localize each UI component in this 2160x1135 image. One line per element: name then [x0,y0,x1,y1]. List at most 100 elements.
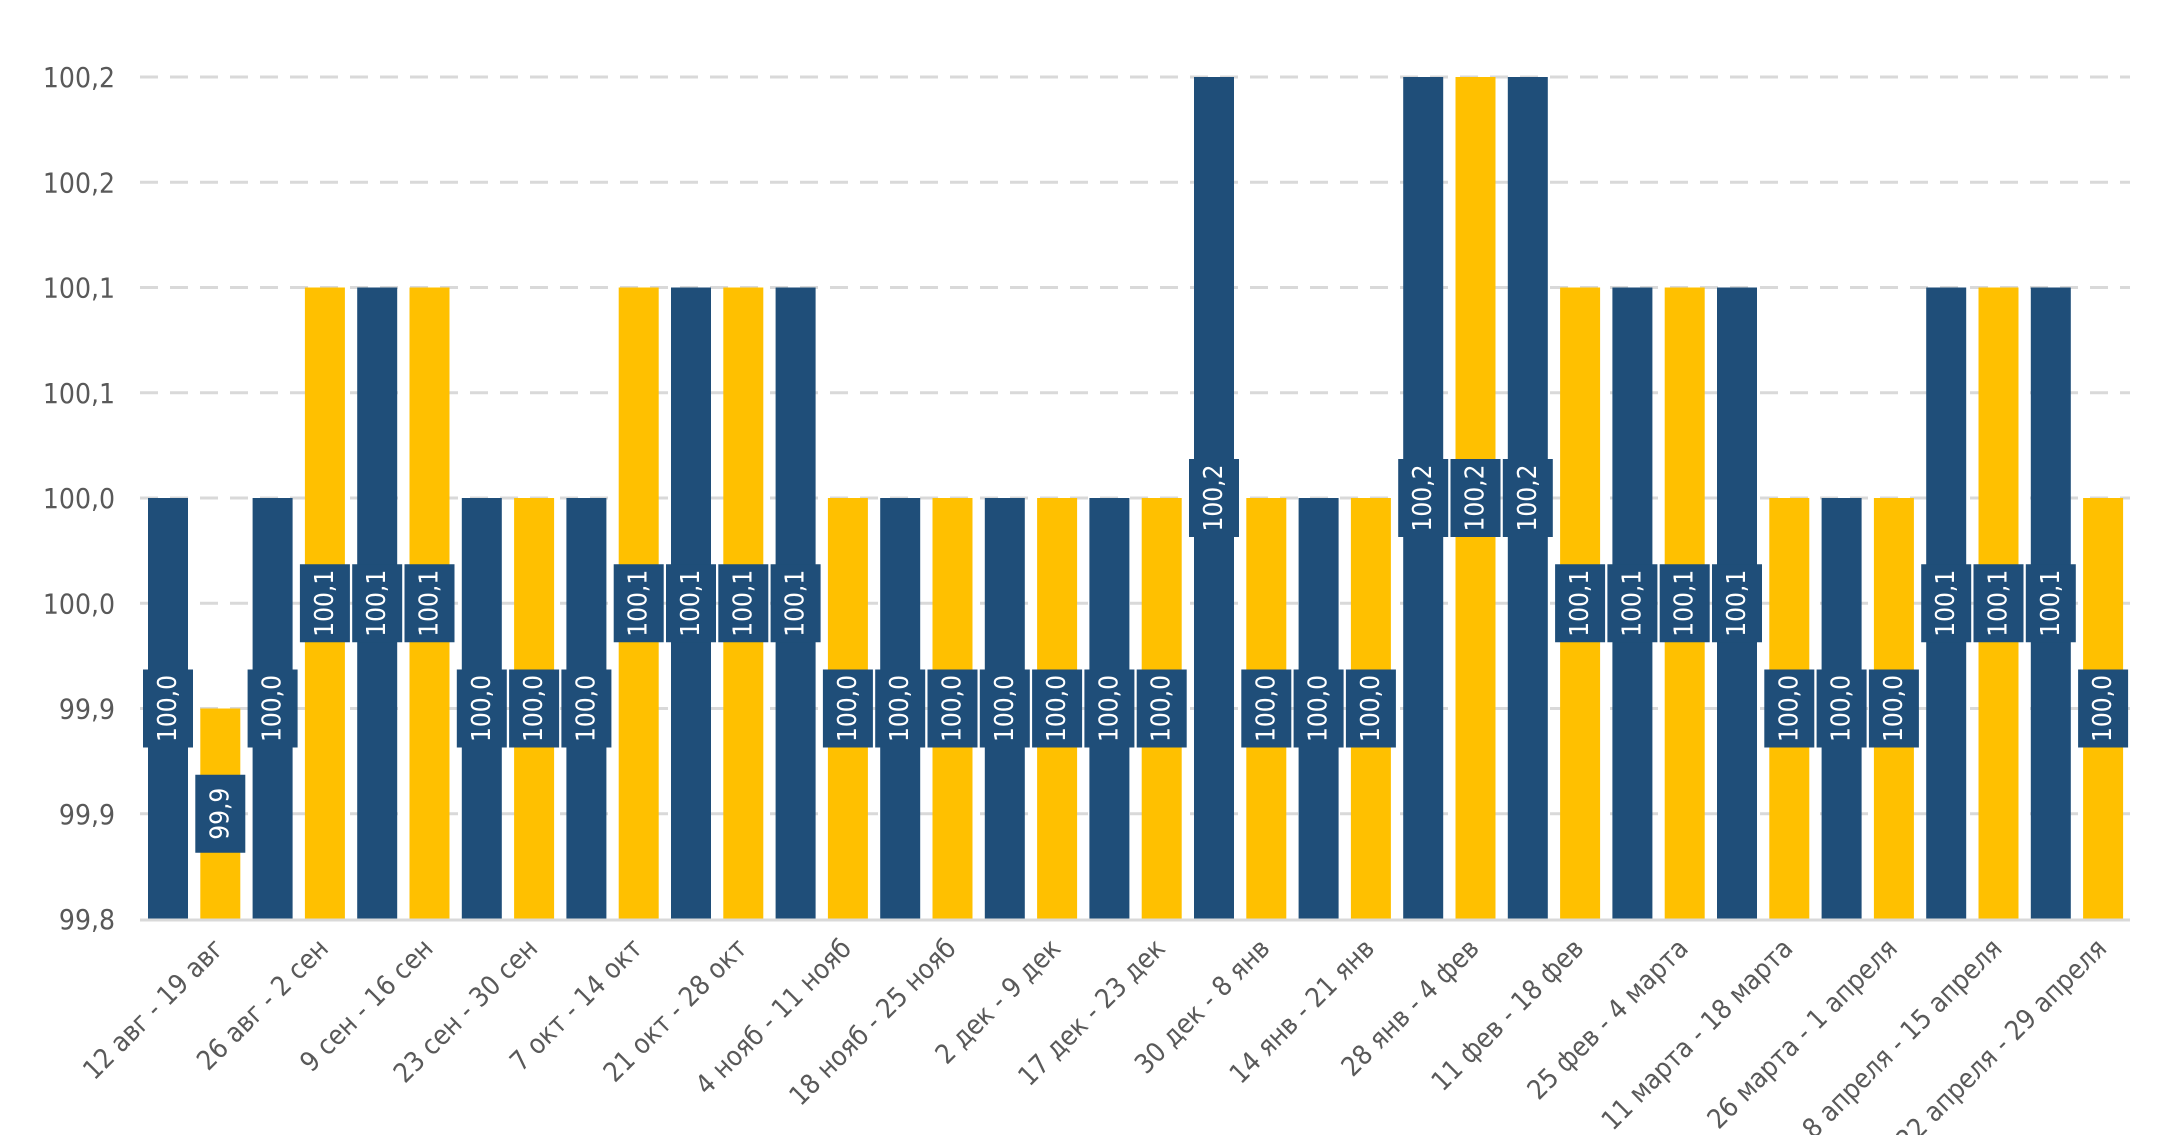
data-label-text: 100,1 [1984,570,2014,637]
y-tick-label: 100,0 [43,482,115,515]
x-tick-label: 8 апреля - 15 апреля [1797,933,2009,1135]
data-label: 100,1 [1659,564,1710,643]
data-label-text: 100,0 [1879,675,1909,742]
data-label-box [1084,669,1135,748]
data-label: 100,2 [1450,459,1501,537]
data-label-box [195,774,246,853]
data-label-box [352,564,403,643]
y-tick-label: 100,2 [43,61,115,94]
data-label-box [1398,459,1449,537]
data-label-text: 100,0 [1774,675,1804,742]
data-label-text: 100,0 [519,675,549,742]
data-label-box [1712,564,1762,643]
data-label-text: 100,0 [1304,675,1334,742]
data-label-box [1659,564,1710,643]
data-label-text: 100,0 [1251,675,1281,742]
data-label: 100,1 [1712,564,1762,643]
data-label: 100,1 [1607,564,1658,643]
data-label-box [1450,459,1501,537]
data-label-text: 100,1 [781,570,811,637]
data-label: 100,1 [613,564,664,643]
data-label-text: 100,0 [467,675,497,742]
data-label: 100,0 [1345,669,1396,748]
data-labels: 100,0 99,9 100,0 100,1 100,1 100,1 100,0 100,0 1… [143,459,2129,853]
data-label-text: 100,0 [833,675,863,742]
data-label-text: 100,1 [2036,570,2066,637]
data-label-box [2025,564,2076,643]
data-label-box [1607,564,1658,643]
data-label-text: 100,0 [153,675,183,742]
data-label-box [1921,564,1972,643]
y-axis-ticks: 99,8 99,9 99,9 100,0 100,0 100,1 100,1 100,2 100… [43,61,115,936]
data-label-box [875,669,926,748]
data-label: 100,0 [1868,669,1919,748]
data-label: 100,1 [352,564,403,643]
data-label-box [1189,459,1239,537]
data-label: 100,1 [718,564,769,643]
data-label-text: 100,0 [1147,675,1177,742]
data-label-box [613,564,664,643]
data-label-box [561,669,612,748]
data-label-box [456,669,507,748]
data-label: 100,0 [1084,669,1135,748]
data-label: 100,1 [299,564,350,643]
data-label: 100,0 [143,669,193,748]
data-label-text: 100,1 [676,570,706,637]
data-label-text: 100,1 [624,570,654,637]
data-label: 100,1 [770,564,821,643]
data-label: 100,1 [1973,564,2024,643]
data-label: 99,9 [195,774,246,853]
data-label-text: 100,0 [1827,675,1857,742]
data-label-box [1345,669,1396,748]
data-label-text: 100,0 [2088,675,2118,742]
y-tick-label: 100,0 [43,587,115,620]
data-label-text: 100,2 [1513,465,1543,532]
data-label: 100,0 [979,669,1030,748]
data-label-text: 100,1 [1670,570,1700,637]
y-tick-label: 100,2 [43,166,115,199]
data-label-box [1816,669,1867,748]
data-label-text: 100,1 [1617,570,1647,637]
data-label: 100,0 [509,669,560,748]
data-label: 100,1 [1921,564,1972,643]
data-label-text: 100,1 [728,570,758,637]
data-label-text: 100,0 [885,675,915,742]
data-label-box [1032,669,1083,748]
data-label-box [247,669,298,748]
data-label-text: 100,0 [990,675,1020,742]
data-label-text: 100,1 [362,570,392,637]
data-label: 100,0 [456,669,507,748]
data-label-box [979,669,1030,748]
data-label: 100,0 [1241,669,1292,748]
data-label: 100,1 [1555,564,1606,643]
data-label-text: 100,0 [938,675,968,742]
data-label: 100,1 [404,564,455,643]
data-label-box [666,564,716,643]
data-label: 100,1 [2025,564,2076,643]
data-label: 100,0 [247,669,298,748]
data-label-box [299,564,350,643]
data-label-box [1555,564,1606,643]
data-label: 100,0 [1764,669,1815,748]
y-tick-label: 100,1 [43,272,115,305]
data-label-box [1136,669,1187,748]
data-label-box [404,564,455,643]
data-label: 100,0 [822,669,873,748]
data-label-text: 100,1 [1565,570,1595,637]
data-label-text: 100,2 [1408,465,1438,532]
data-label-text: 100,1 [310,570,340,637]
y-tick-label: 99,8 [59,903,115,936]
data-label-text: 100,2 [1199,465,1229,532]
data-label-box [927,669,978,748]
data-label: 100,1 [666,564,716,643]
data-label: 100,2 [1502,459,1553,537]
data-label-text: 100,0 [1042,675,1072,742]
data-label-box [770,564,821,643]
data-label-box [1764,669,1815,748]
data-label: 100,2 [1189,459,1239,537]
data-label-box [1293,669,1344,748]
data-label-box [1868,669,1919,748]
data-label-box [822,669,873,748]
